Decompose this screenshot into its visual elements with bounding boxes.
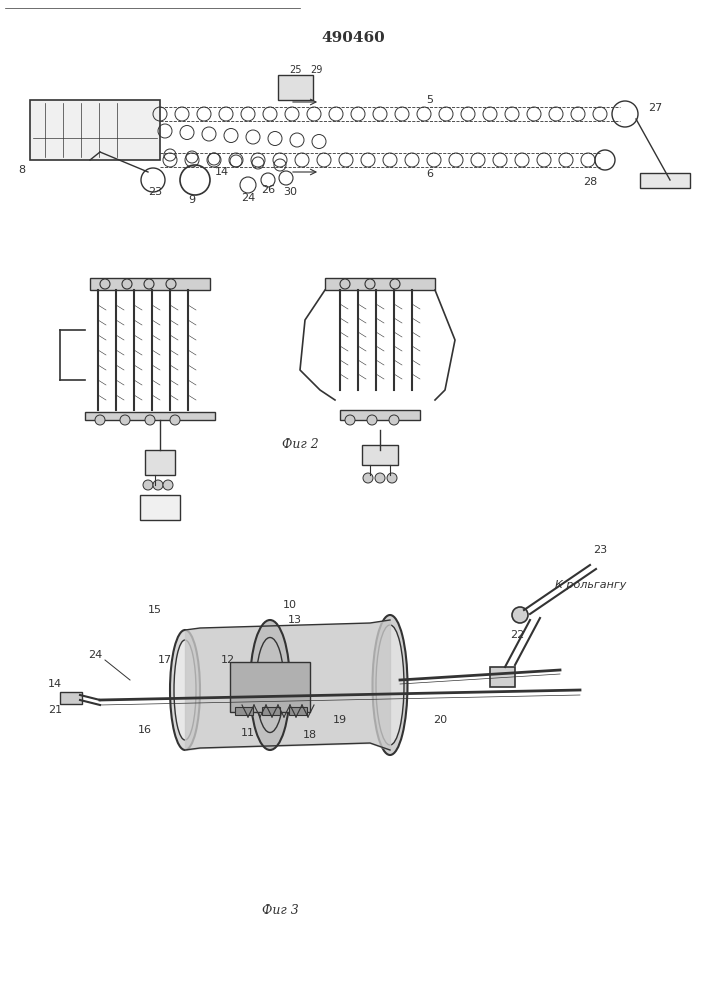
Circle shape (363, 473, 373, 483)
Circle shape (122, 279, 132, 289)
Circle shape (143, 480, 153, 490)
Circle shape (365, 279, 375, 289)
Text: 28: 28 (583, 177, 597, 187)
Text: 11: 11 (241, 728, 255, 738)
Circle shape (100, 279, 110, 289)
Circle shape (153, 480, 163, 490)
Bar (490, 667, 515, 687)
Text: 30: 30 (283, 187, 297, 197)
Text: 16: 16 (138, 725, 152, 735)
Ellipse shape (373, 615, 407, 755)
Text: 14: 14 (215, 167, 229, 177)
Bar (90, 278, 210, 290)
Text: 13: 13 (288, 615, 302, 625)
Circle shape (120, 415, 130, 425)
Text: 9: 9 (189, 195, 196, 205)
Text: 25: 25 (288, 65, 301, 75)
Text: 19: 19 (333, 715, 347, 725)
Text: 24: 24 (241, 193, 255, 203)
Circle shape (375, 473, 385, 483)
Text: 6: 6 (426, 169, 433, 179)
Text: 27: 27 (648, 103, 662, 113)
Bar (340, 410, 420, 420)
Text: 29: 29 (310, 65, 322, 75)
Text: К рольгангу: К рольгангу (555, 580, 626, 590)
Bar (278, 75, 313, 100)
Circle shape (387, 473, 397, 483)
Text: Фиг 2: Фиг 2 (281, 438, 318, 452)
Bar (362, 445, 398, 465)
Text: 21: 21 (48, 705, 62, 715)
Text: 490460: 490460 (321, 31, 385, 45)
Text: 15: 15 (148, 605, 162, 615)
Bar (262, 707, 280, 715)
Text: 18: 18 (303, 730, 317, 740)
Circle shape (389, 415, 399, 425)
Bar (230, 662, 310, 712)
Circle shape (340, 279, 350, 289)
Text: 8: 8 (18, 165, 25, 175)
Circle shape (345, 415, 355, 425)
Bar (640, 173, 690, 188)
Bar (140, 495, 180, 520)
Text: 17: 17 (158, 655, 172, 665)
Circle shape (512, 607, 528, 623)
Circle shape (170, 415, 180, 425)
Bar (289, 707, 307, 715)
Circle shape (163, 480, 173, 490)
Text: 12: 12 (221, 655, 235, 665)
Circle shape (144, 279, 154, 289)
Text: 26: 26 (261, 185, 275, 195)
Circle shape (367, 415, 377, 425)
Bar (85, 412, 215, 420)
Bar (235, 707, 253, 715)
Ellipse shape (174, 640, 196, 740)
Text: 23: 23 (148, 187, 162, 197)
Bar (145, 450, 175, 475)
Text: 14: 14 (48, 679, 62, 689)
Text: 5: 5 (426, 95, 433, 105)
Bar (325, 278, 435, 290)
Text: 23: 23 (593, 545, 607, 555)
Circle shape (390, 279, 400, 289)
Circle shape (145, 415, 155, 425)
Ellipse shape (170, 630, 200, 750)
Ellipse shape (376, 625, 404, 745)
Circle shape (166, 279, 176, 289)
Text: 10: 10 (283, 600, 297, 610)
Text: 20: 20 (433, 715, 447, 725)
Text: Фиг 3: Фиг 3 (262, 904, 298, 916)
Text: 24: 24 (88, 650, 102, 660)
Bar (30, 100, 160, 160)
Circle shape (95, 415, 105, 425)
Text: 22: 22 (510, 630, 525, 640)
Ellipse shape (250, 620, 290, 750)
Bar (60, 692, 82, 704)
